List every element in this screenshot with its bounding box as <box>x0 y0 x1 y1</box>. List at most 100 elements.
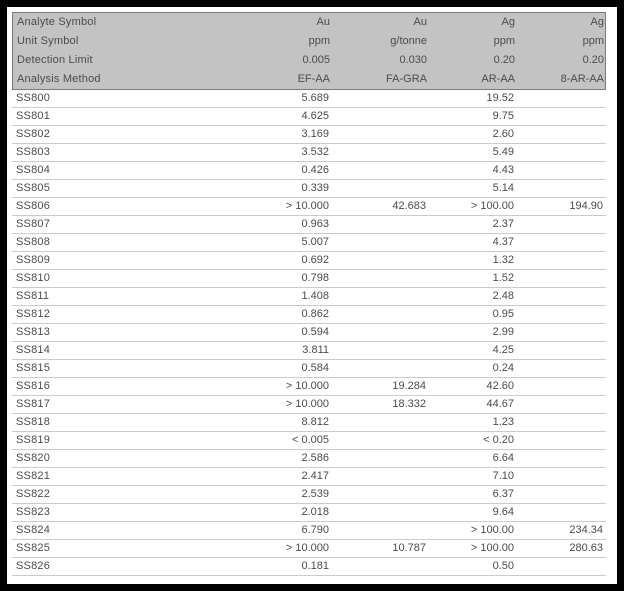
sample-id-cell: SS807 <box>16 219 51 230</box>
sample-id-cell: SS819 <box>16 435 51 446</box>
sample-id-cell: SS805 <box>16 183 51 194</box>
table-row: SS807 0.963 2.37 <box>12 216 606 234</box>
header-row: Analyte Symbol Au Au Ag Ag <box>13 13 605 32</box>
header-value-ag-ppm: Ag <box>501 17 515 28</box>
table-row: SS819 < 0.005 < 0.20 <box>12 432 606 450</box>
value-cell-ag-ppm: 44.67 <box>486 399 514 410</box>
table-row: SS811 1.408 2.48 <box>12 288 606 306</box>
table-body: SS800 5.689 19.52 SS801 4.625 9.75 SS802… <box>12 90 606 576</box>
sample-id-cell: SS823 <box>16 507 51 518</box>
header-value-ag-ppm-2: 0.20 <box>582 55 604 66</box>
value-cell-ag-ppm: 2.99 <box>492 327 514 338</box>
sample-id-cell: SS820 <box>16 453 51 464</box>
sample-id-cell: SS824 <box>16 525 51 536</box>
sample-id-cell: SS809 <box>16 255 51 266</box>
value-cell-au-ppm: 4.625 <box>301 111 329 122</box>
header-value-ag-ppm-2: 8-AR-AA <box>560 74 604 85</box>
value-cell-ag-ppm-2: 194.90 <box>569 201 603 212</box>
value-cell-au-gtonne: 10.787 <box>392 543 426 554</box>
header-value-au-ppm: EF-AA <box>297 74 330 85</box>
table-row: SS806 > 10.000 42.683 > 100.00 194.90 <box>12 198 606 216</box>
sample-id-cell: SS812 <box>16 309 51 320</box>
table-row: SS823 2.018 9.64 <box>12 504 606 522</box>
sample-id-cell: SS821 <box>16 471 51 482</box>
value-cell-ag-ppm: 1.32 <box>492 255 514 266</box>
value-cell-au-ppm: 3.532 <box>301 147 329 158</box>
sample-id-cell: SS811 <box>16 291 50 302</box>
header-value-au-ppm: ppm <box>308 36 330 47</box>
sample-id-cell: SS806 <box>16 201 51 212</box>
sample-id-cell: SS825 <box>16 543 51 554</box>
sample-id-cell: SS810 <box>16 273 51 284</box>
value-cell-ag-ppm: 2.48 <box>492 291 514 302</box>
table-row: SS802 3.169 2.60 <box>12 126 606 144</box>
value-cell-ag-ppm: 2.37 <box>492 219 514 230</box>
table-row: SS825 > 10.000 10.787 > 100.00 280.63 <box>12 540 606 558</box>
value-cell-ag-ppm: 0.95 <box>492 309 514 320</box>
value-cell-ag-ppm: 6.37 <box>492 489 514 500</box>
table-row: SS816 > 10.000 19.284 42.60 <box>12 378 606 396</box>
header-value-ag-ppm: AR-AA <box>481 74 515 85</box>
value-cell-au-ppm: 0.584 <box>301 363 329 374</box>
header-value-ag-ppm-2: ppm <box>582 36 604 47</box>
table-row: SS813 0.594 2.99 <box>12 324 606 342</box>
value-cell-au-ppm: 0.798 <box>301 273 329 284</box>
table-row: SS814 3.811 4.25 <box>12 342 606 360</box>
value-cell-au-ppm: 3.169 <box>301 129 329 140</box>
value-cell-ag-ppm: 1.52 <box>492 273 514 284</box>
table-row: SS803 3.532 5.49 <box>12 144 606 162</box>
value-cell-ag-ppm: > 100.00 <box>470 201 514 212</box>
header-value-au-gtonne: Au <box>413 17 427 28</box>
value-cell-au-gtonne: 18.332 <box>392 399 426 410</box>
sample-id-cell: SS816 <box>16 381 51 392</box>
table-row: SS812 0.862 0.95 <box>12 306 606 324</box>
table-row: SS801 4.625 9.75 <box>12 108 606 126</box>
sample-id-cell: SS802 <box>16 129 51 140</box>
header-row-label: Analysis Method <box>17 74 101 85</box>
value-cell-au-ppm: 0.339 <box>301 183 329 194</box>
value-cell-ag-ppm: 42.60 <box>486 381 514 392</box>
sample-id-cell: SS818 <box>16 417 51 428</box>
value-cell-au-ppm: 0.963 <box>301 219 329 230</box>
value-cell-ag-ppm: 9.64 <box>492 507 514 518</box>
header-row: Detection Limit 0.005 0.030 0.20 0.20 <box>13 51 605 70</box>
value-cell-ag-ppm: 5.14 <box>492 183 514 194</box>
table-header: Analyte Symbol Au Au Ag Ag Unit Symbol p… <box>12 12 606 90</box>
value-cell-au-ppm: < 0.005 <box>291 435 329 446</box>
value-cell-ag-ppm: 0.50 <box>492 561 514 572</box>
table-row: SS821 2.417 7.10 <box>12 468 606 486</box>
assay-table: Analyte Symbol Au Au Ag Ag Unit Symbol p… <box>12 12 606 576</box>
value-cell-au-gtonne: 19.284 <box>392 381 426 392</box>
value-cell-ag-ppm: 9.75 <box>492 111 514 122</box>
table-row: SS815 0.584 0.24 <box>12 360 606 378</box>
sample-id-cell: SS801 <box>16 111 51 122</box>
sample-id-cell: SS822 <box>16 489 51 500</box>
value-cell-au-ppm: 0.862 <box>301 309 329 320</box>
value-cell-au-ppm: 5.689 <box>301 93 329 104</box>
value-cell-au-ppm: 8.812 <box>301 417 329 428</box>
table-row: SS826 0.181 0.50 <box>12 558 606 576</box>
header-value-ag-ppm: ppm <box>493 36 515 47</box>
value-cell-ag-ppm: > 100.00 <box>470 525 514 536</box>
value-cell-au-gtonne: 42.683 <box>392 201 426 212</box>
header-value-au-ppm: Au <box>316 17 330 28</box>
value-cell-au-ppm: 5.007 <box>301 237 329 248</box>
document-page: Analyte Symbol Au Au Ag Ag Unit Symbol p… <box>7 7 617 584</box>
value-cell-au-ppm: 2.586 <box>301 453 329 464</box>
value-cell-au-ppm: 2.539 <box>301 489 329 500</box>
value-cell-ag-ppm: 6.64 <box>492 453 514 464</box>
header-row-label: Analyte Symbol <box>17 17 97 28</box>
value-cell-ag-ppm: 5.49 <box>492 147 514 158</box>
table-row: SS808 5.007 4.37 <box>12 234 606 252</box>
sample-id-cell: SS800 <box>16 93 51 104</box>
value-cell-au-ppm: 0.594 <box>301 327 329 338</box>
value-cell-au-ppm: > 10.000 <box>285 201 329 212</box>
header-row: Unit Symbol ppm g/tonne ppm ppm <box>13 32 605 51</box>
sample-id-cell: SS814 <box>16 345 51 356</box>
value-cell-au-ppm: 0.426 <box>301 165 329 176</box>
value-cell-au-ppm: 1.408 <box>301 291 329 302</box>
value-cell-au-ppm: > 10.000 <box>285 543 329 554</box>
table-row: SS809 0.692 1.32 <box>12 252 606 270</box>
value-cell-au-ppm: 6.790 <box>301 525 329 536</box>
